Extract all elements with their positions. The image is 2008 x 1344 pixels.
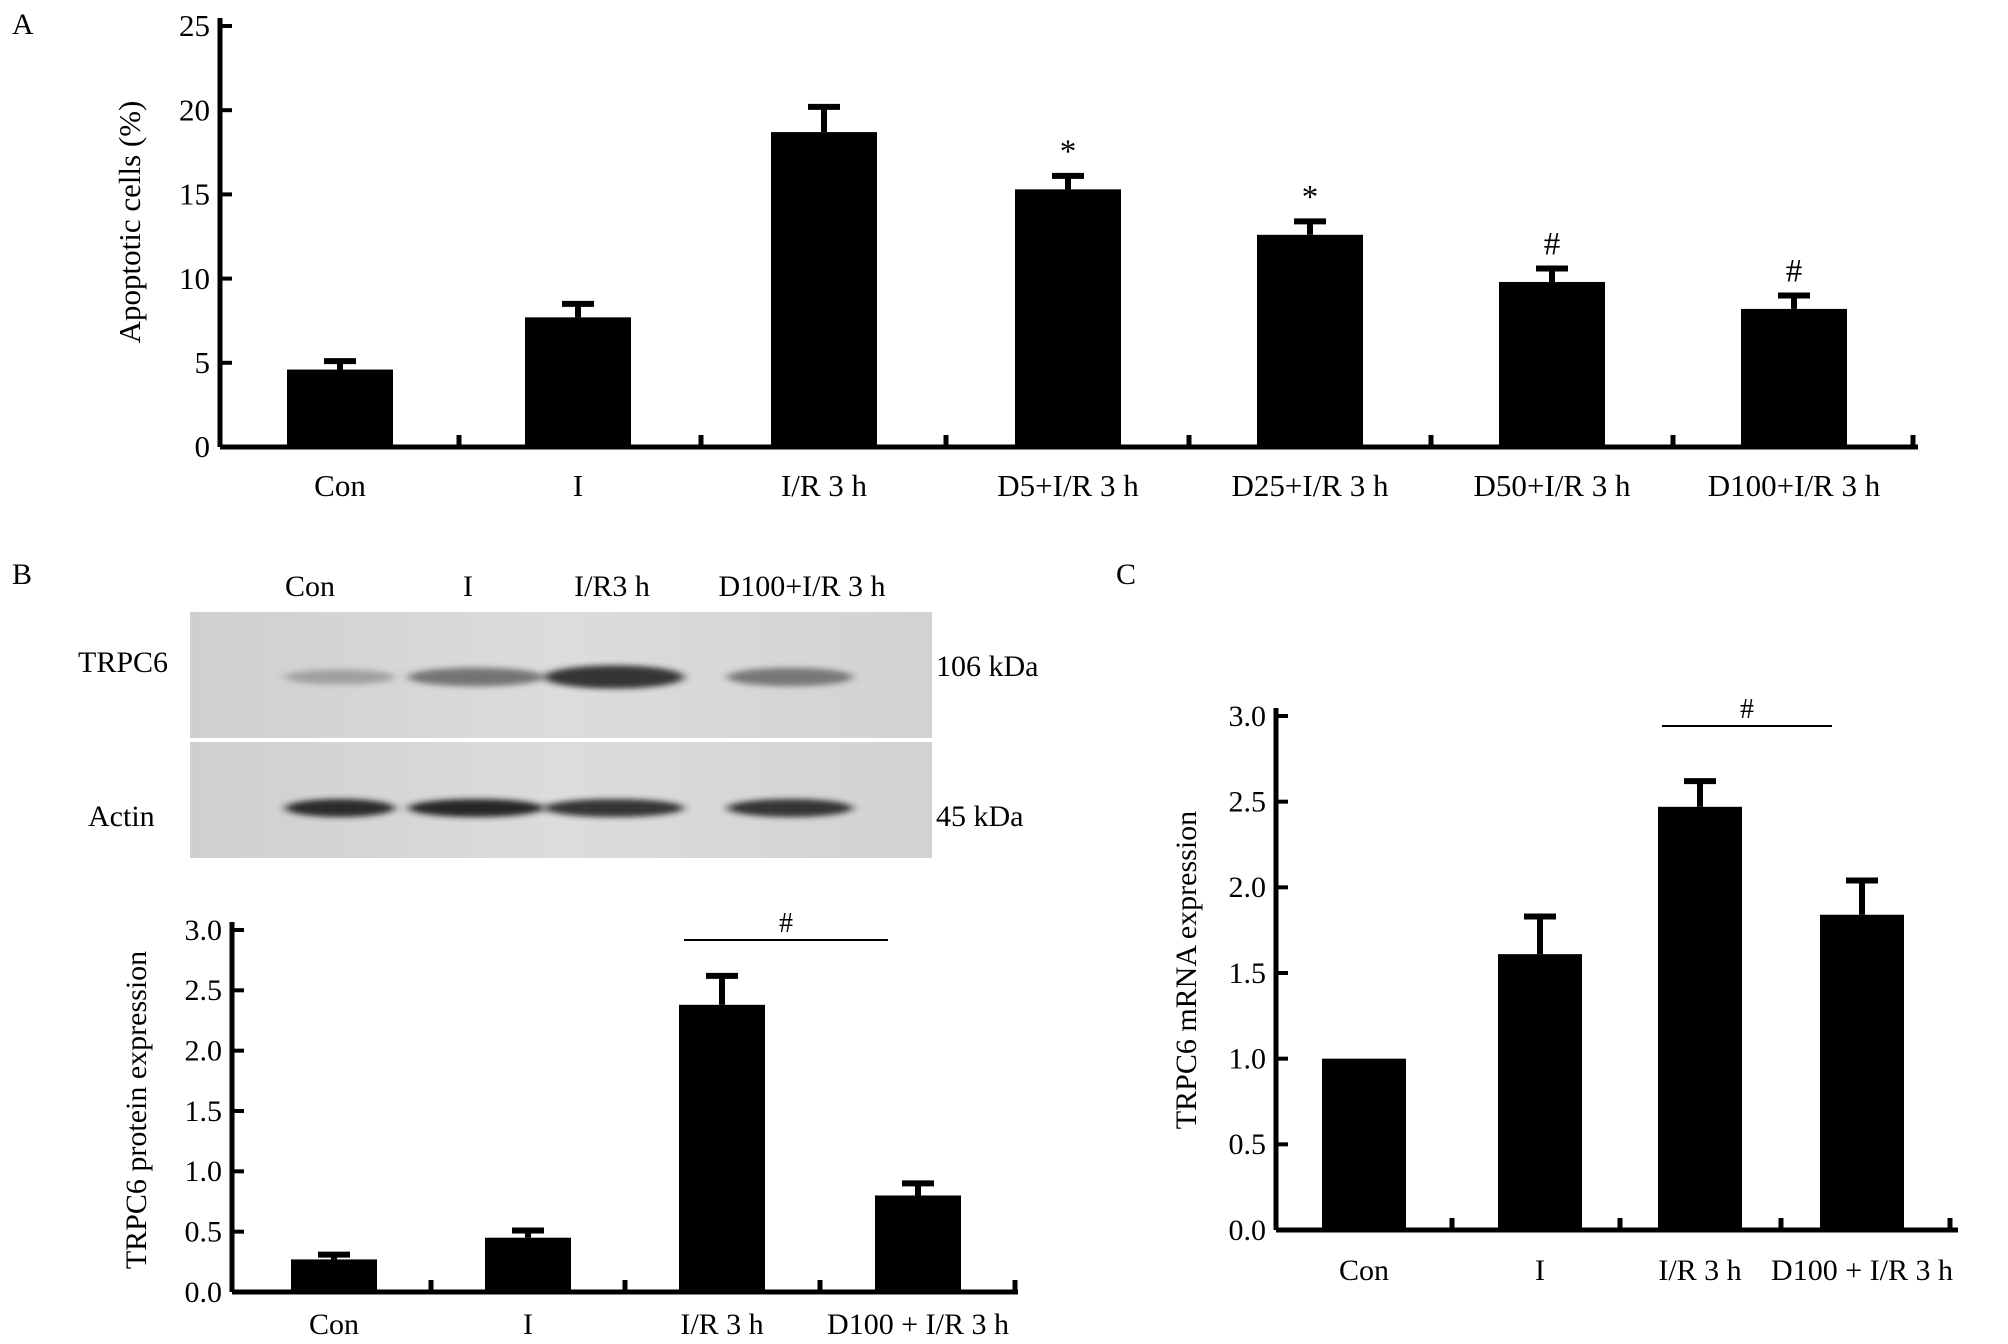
blot-band	[285, 799, 395, 817]
bar-c	[1820, 914, 1904, 1230]
chart-a: 0 5 10 15 20 25 Con I I/R 3 h D5+I/R 3 h * D25+I/R …	[112, 8, 1918, 503]
y-axis-label-c: TRPC6 mRNA expression	[1170, 811, 1203, 1129]
x-tick-label-a: D100+I/R 3 h	[1708, 468, 1881, 503]
significance-marker-a: #	[1544, 226, 1561, 262]
y-tick-label-a: 5	[195, 345, 211, 380]
y-axis-label-b: TRPC6 protein expression	[120, 951, 153, 1269]
x-tick-label-c: D100 + I/R 3 h	[1771, 1254, 1953, 1287]
chart-b: 0.0 0.5 1.0 1.5 2.0 2.5 3.0 Con I I/R 3 h D100 + I…	[120, 908, 1018, 1341]
y-tick-label-a: 20	[179, 92, 210, 127]
y-tick-label-c: 0.5	[1229, 1128, 1267, 1161]
blot-size-label-45kda: 45 kDa	[936, 800, 1023, 833]
blot-band	[408, 799, 544, 817]
blot-band	[285, 669, 395, 685]
panel-label-c: C	[1116, 558, 1136, 591]
blot-bands	[285, 665, 853, 817]
significance-marker-a: #	[1786, 253, 1803, 289]
panel-label-b: B	[12, 558, 32, 591]
y-tick-label-b: 3.0	[185, 914, 223, 947]
bar-a	[1499, 281, 1605, 447]
x-tick-label-a: I/R 3 h	[781, 468, 868, 503]
x-tick-label-a: D25+I/R 3 h	[1232, 468, 1389, 503]
bar-b	[875, 1195, 961, 1292]
y-tick-label-b: 2.0	[185, 1035, 223, 1068]
blot-column-label-d100: D100+I/R 3 h	[719, 570, 886, 603]
bar-c	[1498, 954, 1582, 1230]
y-tick-label-c: 0.0	[1229, 1214, 1267, 1247]
x-tick-label-a: I	[573, 468, 583, 503]
significance-marker-c: #	[1740, 694, 1754, 725]
x-tick-label-b: D100 + I/R 3 h	[827, 1308, 1009, 1341]
x-tick-label-b: I	[523, 1308, 533, 1341]
blot-membrane-actin	[190, 742, 932, 858]
y-tick-label-c: 2.0	[1229, 871, 1267, 904]
blot-band	[727, 799, 853, 817]
significance-marker-a: *	[1060, 134, 1077, 170]
bar-a	[525, 317, 631, 447]
blot-row-label-actin: Actin	[88, 800, 155, 833]
blot-band	[544, 665, 684, 689]
blot-column-label-ir3h: I/R3 h	[574, 570, 650, 603]
y-tick-label-c: 2.5	[1229, 786, 1267, 819]
bar-b	[291, 1259, 377, 1292]
y-tick-label-c: 1.0	[1229, 1043, 1267, 1076]
x-tick-label-c: Con	[1339, 1254, 1389, 1287]
bar-c	[1658, 806, 1742, 1230]
blot-row-label-trpc6: TRPC6	[78, 646, 168, 679]
y-tick-label-b: 2.5	[185, 974, 223, 1007]
x-tick-label-c: I/R 3 h	[1658, 1254, 1741, 1287]
blot-column-label-con: Con	[285, 570, 335, 603]
x-tick-label-c: I	[1535, 1254, 1545, 1287]
y-tick-label-a: 15	[179, 177, 210, 212]
x-tick-label-a: D5+I/R 3 h	[997, 468, 1139, 503]
blot-band	[408, 667, 544, 687]
y-tick-label-a: 10	[179, 261, 210, 296]
x-tick-label-b: Con	[309, 1308, 359, 1341]
y-tick-label-b: 0.5	[185, 1216, 223, 1249]
significance-marker-b: #	[779, 908, 793, 939]
bar-a	[287, 369, 393, 447]
y-tick-label-b: 0.0	[185, 1276, 223, 1309]
y-tick-label-b: 1.5	[185, 1095, 223, 1128]
blot-size-label-106kda: 106 kDa	[936, 650, 1038, 683]
blot-band	[544, 799, 684, 817]
bar-b	[679, 1004, 765, 1292]
x-tick-label-a: D50+I/R 3 h	[1474, 468, 1631, 503]
bar-a	[1741, 308, 1847, 447]
western-blot	[190, 612, 932, 858]
bar-c	[1322, 1058, 1406, 1230]
bar-a	[771, 132, 877, 448]
y-tick-label-b: 1.0	[185, 1155, 223, 1188]
blot-band	[727, 667, 853, 687]
significance-marker-a: *	[1302, 179, 1319, 215]
bar-b	[485, 1237, 571, 1292]
y-tick-label-a: 25	[179, 8, 210, 43]
bar-a	[1015, 189, 1121, 447]
panel-label-a: A	[12, 8, 34, 41]
y-tick-label-a: 0	[195, 429, 211, 464]
chart-c: 0.0 0.5 1.0 1.5 2.0 2.5 3.0 Con I I/R 3 h D100 + I…	[1170, 694, 1958, 1287]
bar-a	[1257, 234, 1363, 447]
x-tick-label-a: Con	[314, 468, 366, 503]
y-tick-label-c: 1.5	[1229, 957, 1267, 990]
y-axis-label-a: Apoptotic cells (%)	[112, 101, 147, 344]
y-tick-label-c: 3.0	[1229, 700, 1267, 733]
blot-column-label-i: I	[463, 570, 473, 603]
blot-text: Con I I/R3 h D100+I/R 3 h TRPC6 Actin 10…	[78, 570, 1038, 833]
x-tick-label-b: I/R 3 h	[680, 1308, 763, 1341]
